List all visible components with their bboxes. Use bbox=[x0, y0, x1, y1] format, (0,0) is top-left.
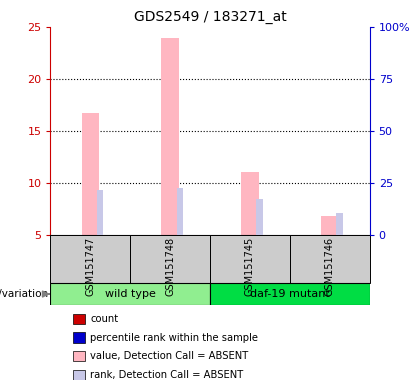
Bar bbox=[73, 314, 85, 324]
Bar bbox=[321, 216, 339, 235]
Bar bbox=[73, 332, 85, 343]
Bar bbox=[290, 235, 370, 283]
Text: daf-19 mutant: daf-19 mutant bbox=[250, 289, 330, 299]
Bar bbox=[50, 283, 210, 305]
Bar bbox=[176, 188, 183, 235]
Bar bbox=[336, 213, 343, 235]
Bar bbox=[161, 38, 179, 235]
Bar bbox=[97, 190, 103, 235]
Bar bbox=[73, 370, 85, 380]
Text: genotype/variation: genotype/variation bbox=[0, 289, 49, 299]
Title: GDS2549 / 183271_at: GDS2549 / 183271_at bbox=[134, 10, 286, 25]
Bar bbox=[73, 351, 85, 361]
Bar bbox=[81, 113, 99, 235]
Bar bbox=[241, 172, 259, 235]
Bar bbox=[50, 235, 130, 283]
Text: GSM151747: GSM151747 bbox=[85, 237, 95, 296]
Text: GSM151748: GSM151748 bbox=[165, 237, 175, 296]
Text: count: count bbox=[90, 314, 118, 324]
Text: wild type: wild type bbox=[105, 289, 156, 299]
Text: rank, Detection Call = ABSENT: rank, Detection Call = ABSENT bbox=[90, 370, 244, 380]
Text: value, Detection Call = ABSENT: value, Detection Call = ABSENT bbox=[90, 351, 249, 361]
Text: percentile rank within the sample: percentile rank within the sample bbox=[90, 333, 258, 343]
Text: GSM151746: GSM151746 bbox=[325, 237, 335, 296]
Bar bbox=[256, 199, 263, 235]
Bar bbox=[210, 283, 370, 305]
Bar bbox=[130, 235, 210, 283]
Bar bbox=[210, 235, 290, 283]
Text: GSM151745: GSM151745 bbox=[245, 237, 255, 296]
